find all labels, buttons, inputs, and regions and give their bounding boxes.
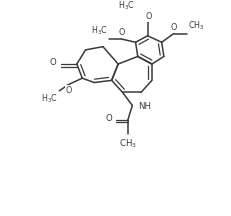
Text: O: O — [50, 59, 56, 67]
Text: CH$_3$: CH$_3$ — [187, 20, 204, 32]
Text: O: O — [145, 12, 151, 21]
Text: CH$_3$: CH$_3$ — [119, 138, 136, 150]
Text: H$_3$C: H$_3$C — [91, 25, 108, 37]
Text: O: O — [65, 86, 71, 95]
Text: H$_3$C: H$_3$C — [41, 93, 58, 105]
Text: NH: NH — [137, 102, 150, 111]
Text: O: O — [106, 114, 112, 123]
Text: O: O — [118, 28, 125, 37]
Text: O: O — [170, 24, 176, 32]
Text: H$_3$C: H$_3$C — [118, 0, 135, 12]
